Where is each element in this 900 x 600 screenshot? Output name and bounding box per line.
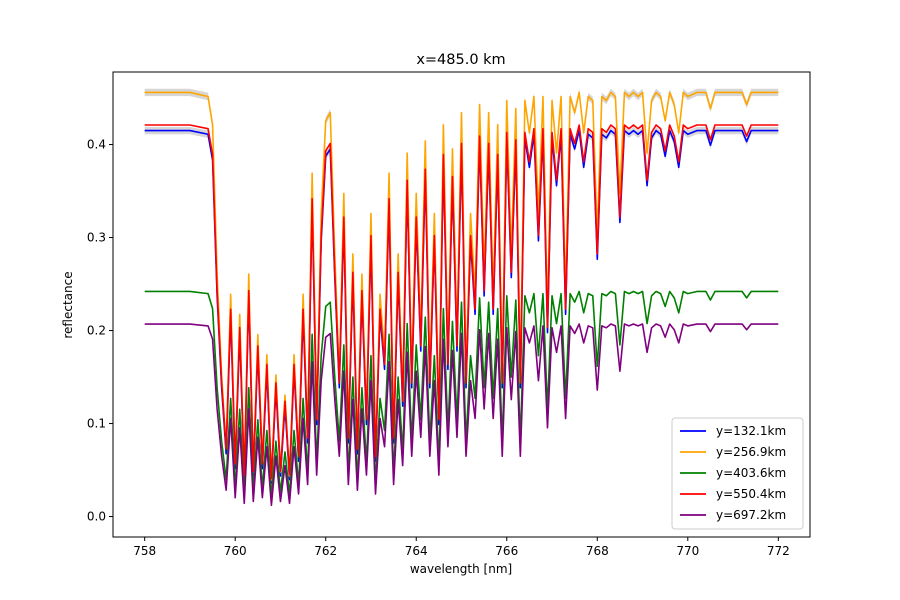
legend-entry: y=256.9km	[716, 445, 786, 459]
legend-entry: y=403.6km	[716, 466, 786, 480]
x-tick-label: 768	[586, 544, 609, 558]
x-tick-label: 760	[224, 544, 247, 558]
x-tick-label: 758	[133, 544, 156, 558]
x-tick-label: 772	[767, 544, 790, 558]
series-line-2	[144, 91, 779, 481]
series-lines	[144, 88, 779, 507]
legend-entry: y=697.2km	[716, 508, 786, 522]
chart-title: x=485.0 km	[416, 52, 505, 68]
x-tick-label: 766	[495, 544, 518, 558]
series-line-4	[144, 124, 779, 480]
series-line-5	[144, 323, 779, 507]
x-tick-label: 764	[405, 544, 428, 558]
legend-entry: y=132.1km	[716, 424, 786, 438]
y-tick-label: 0.0	[87, 510, 106, 524]
legend-entry: y=550.4km	[716, 487, 786, 501]
x-axis-label: wavelength [nm]	[410, 562, 512, 576]
y-tick-label: 0.4	[87, 138, 106, 152]
y-tick-label: 0.1	[87, 417, 106, 431]
y-tick-label: 0.2	[87, 324, 106, 338]
x-tick-label: 762	[314, 544, 337, 558]
x-tick-label: 770	[676, 544, 699, 558]
y-tick-label: 0.3	[87, 231, 106, 245]
legend-box	[671, 417, 804, 530]
y-axis: 0.0 0.1 0.2 0.3 0.4	[87, 138, 113, 524]
y-axis-label: reflectance	[61, 271, 75, 338]
legend: y=132.1km y=256.9km y=403.6km y=550.4km y=69…	[671, 417, 804, 530]
x-axis: 758 760 762 764 766 768 770 772	[133, 537, 790, 558]
axes-frame	[112, 71, 811, 538]
